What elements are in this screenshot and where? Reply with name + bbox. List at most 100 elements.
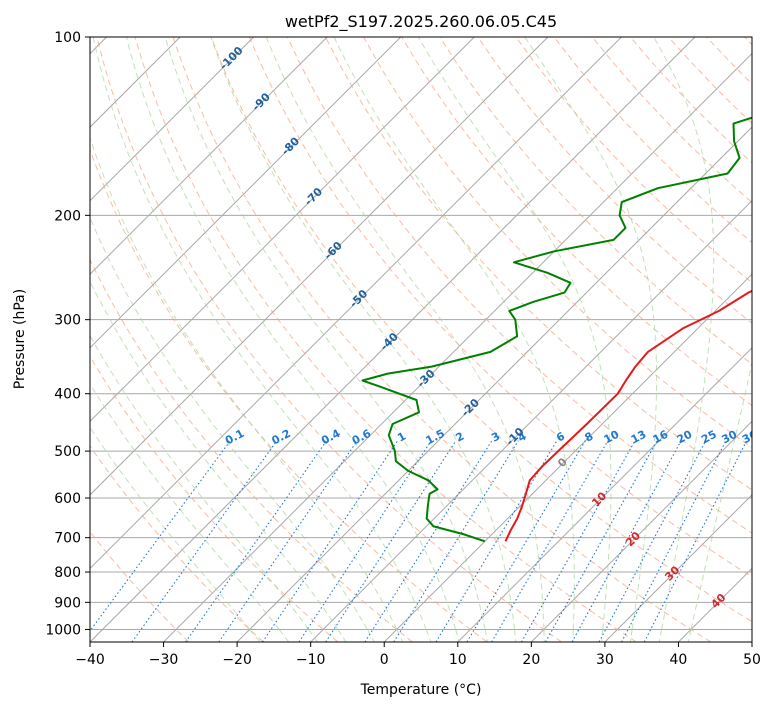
isotherm-line <box>90 37 475 423</box>
isotherm-label: -90 <box>250 90 273 113</box>
isotherm-line <box>457 347 752 642</box>
isotherm-line <box>90 37 622 570</box>
isotherm-line <box>751 641 752 642</box>
plot-frame <box>89 36 753 643</box>
moist-adiabat <box>90 382 290 642</box>
isotherm-line <box>604 494 752 642</box>
moist-adiabat <box>90 216 375 642</box>
moist-adiabat <box>90 334 318 642</box>
moist-adiabat <box>90 136 404 642</box>
moist-adiabat <box>164 37 488 642</box>
isotherm-line <box>90 37 549 496</box>
isotherm-line <box>310 199 752 642</box>
moist-adiabat <box>90 426 261 642</box>
isotherm-label: -100 <box>217 44 246 73</box>
dry-adiabat <box>286 37 752 534</box>
mixing-ratio-label: 0.4 <box>319 427 343 448</box>
dry-adiabat <box>439 37 752 365</box>
dry-adiabat <box>629 37 752 164</box>
dry-adiabat <box>477 37 752 324</box>
moist-adiabat <box>524 37 658 642</box>
dry-adiabat <box>90 355 339 642</box>
mixing-ratio-label: 30 <box>720 428 740 447</box>
data-layer <box>361 116 752 543</box>
moist-adiabat <box>90 280 347 642</box>
y-tick-label: 600 <box>54 491 81 507</box>
mixing-ratio-line <box>90 440 231 632</box>
mixing-ratio-line <box>520 440 636 642</box>
isotherm-label: 30 <box>662 563 682 583</box>
dry-adiabat <box>90 258 413 642</box>
y-tick-label: 1000 <box>45 622 81 638</box>
isotherm-label: 40 <box>708 591 728 611</box>
mixing-ratio-label: 13 <box>629 428 649 447</box>
x-tick-label: 40 <box>670 652 688 668</box>
dewpoint-profile <box>361 116 752 543</box>
isotherm-line <box>163 52 752 642</box>
dry-adiabat <box>172 37 712 642</box>
isotherm-line <box>530 420 752 642</box>
y-tick-label: 100 <box>54 30 81 46</box>
mixing-ratio-line <box>643 440 748 642</box>
mixing-ratio-label: 20 <box>675 428 695 447</box>
y-tick-label: 300 <box>54 313 81 329</box>
isotherm-label: -20 <box>459 396 482 419</box>
mixing-ratio-line <box>435 440 558 642</box>
mixing-ratio-label: 2 <box>453 430 466 445</box>
x-tick-label: −30 <box>149 652 179 668</box>
isotherm-line <box>236 126 752 642</box>
dry-adiabat <box>591 37 752 204</box>
moist-adiabat <box>417 37 612 642</box>
isotherm-line <box>90 37 328 275</box>
moist-adiabat <box>333 37 575 642</box>
moist-adiabat <box>210 37 517 642</box>
x-tick-label: 20 <box>522 652 540 668</box>
mixing-ratio-line <box>131 440 278 642</box>
dry-adiabat <box>706 37 752 85</box>
isotherm-label: 20 <box>623 529 643 549</box>
y-tick-label: 900 <box>54 595 81 611</box>
mixing-ratio-label: 1.5 <box>424 427 447 448</box>
isotherm-label: -30 <box>414 367 437 390</box>
isotherm-label: -60 <box>322 239 345 262</box>
mixing-ratio-label: 16 <box>651 428 671 447</box>
dry-adiabat <box>90 445 264 642</box>
isotherm-label: -70 <box>302 185 325 208</box>
mixing-ratio-line <box>298 440 432 642</box>
x-tick-label: −10 <box>296 652 326 668</box>
x-tick-label: −40 <box>75 652 105 668</box>
dry-adiabat <box>553 37 752 244</box>
isotherm-line <box>90 37 402 349</box>
mixing-ratio-label: 10 <box>602 428 622 447</box>
dry-adiabat <box>668 37 752 125</box>
x-tick-label: 30 <box>596 652 614 668</box>
mixing-ratio-line <box>185 440 328 642</box>
mixing-ratio-label: 36 <box>740 428 760 447</box>
mixing-ratio-line <box>466 440 586 642</box>
mixing-ratio-label: 1 <box>395 430 408 445</box>
mixing-ratio-label: 0.1 <box>223 427 246 448</box>
isotherm-label: -40 <box>378 330 401 353</box>
y-tick-label: 400 <box>54 387 81 403</box>
y-tick-label: 700 <box>54 531 81 547</box>
x-tick-label: 0 <box>380 652 389 668</box>
isotherm-line <box>678 567 752 642</box>
moist-adiabat <box>653 37 715 642</box>
mixing-ratio-line <box>325 440 457 642</box>
moist-adiabat <box>265 37 545 642</box>
dry-adiabat <box>248 37 752 578</box>
y-tick-label: 500 <box>54 444 81 460</box>
y-tick-label: 800 <box>54 565 81 581</box>
dry-adiabat <box>90 531 190 642</box>
moist-adiabat <box>687 360 752 642</box>
temperature-profile <box>504 289 752 542</box>
mixing-ratio-line <box>393 440 519 642</box>
dry-adiabat <box>96 37 562 642</box>
dry-adiabat <box>515 37 752 284</box>
mixing-ratio-line <box>598 440 707 642</box>
mixing-ratio-line <box>262 440 399 642</box>
y-axis-label: Pressure (hPa) <box>12 289 28 389</box>
mixing-ratio-label: 25 <box>699 428 719 447</box>
mixing-ratio-label: 0.2 <box>270 427 293 448</box>
